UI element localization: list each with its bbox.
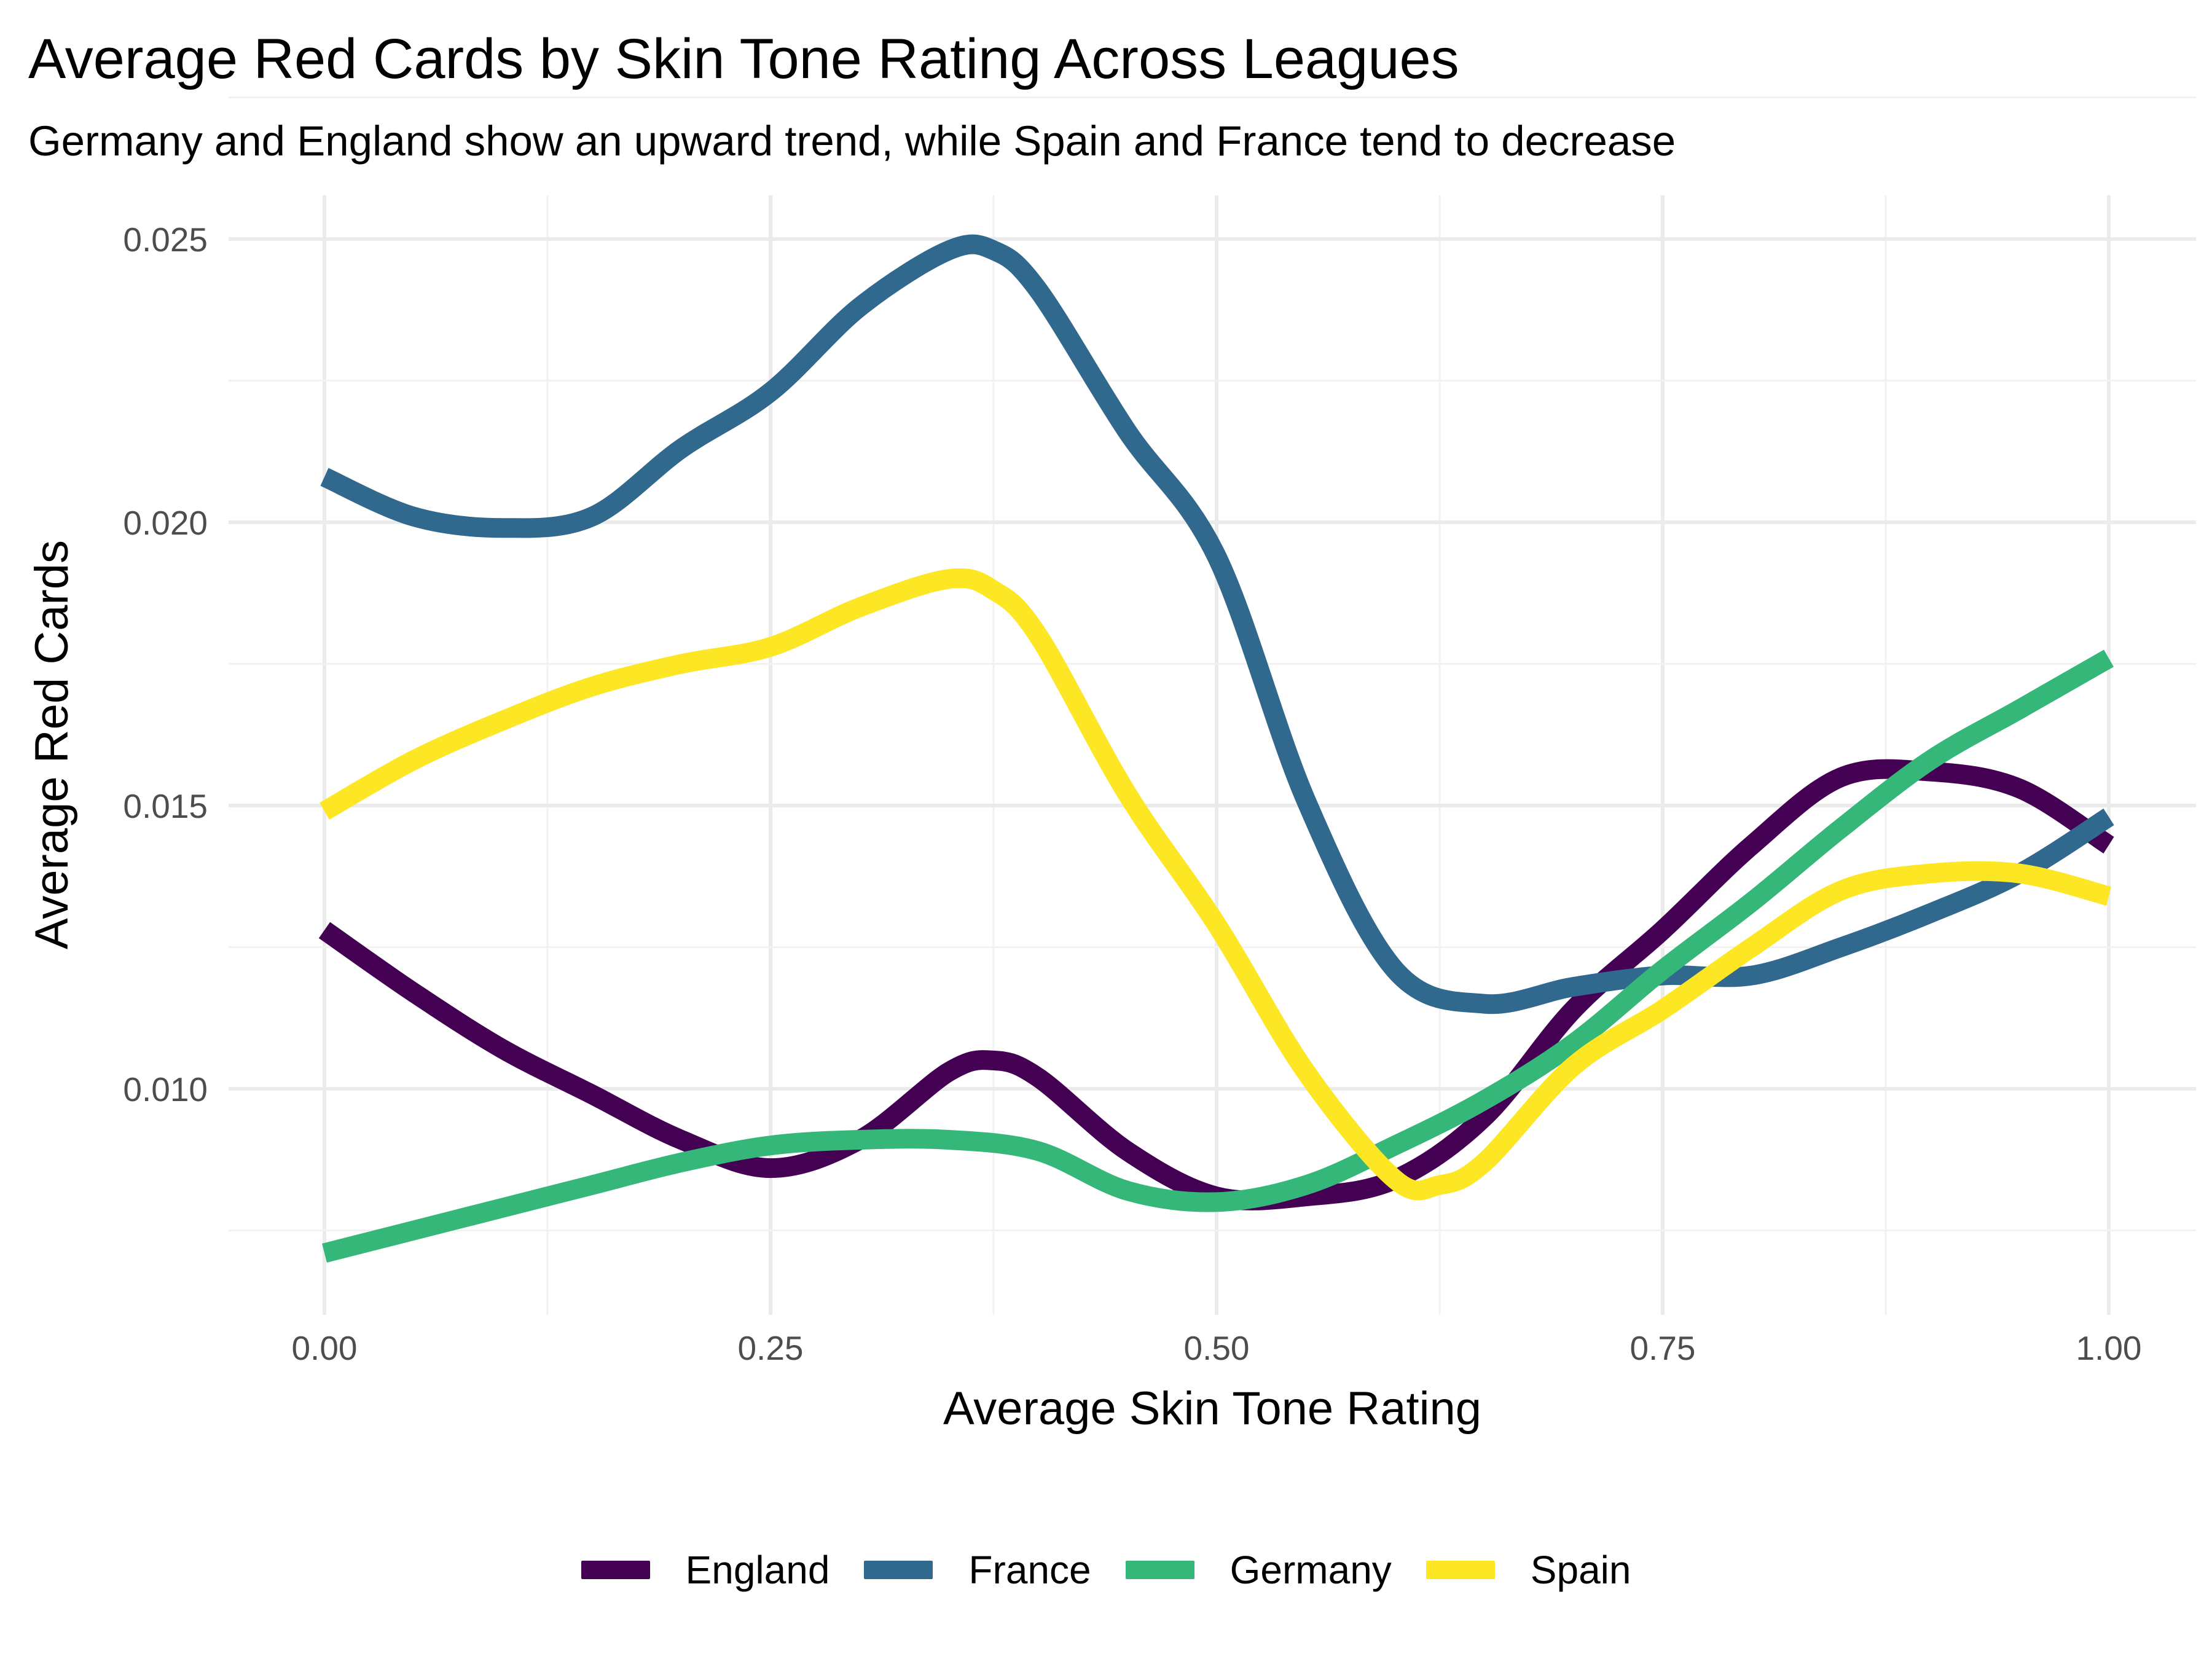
legend-key [1426,1561,1495,1579]
series-line-germany [322,649,2114,1263]
grid-lines [229,96,2196,1315]
series-lines [318,234,2114,1263]
y-tick-label: 0.025 [123,221,208,259]
legend-item-france: France [864,1547,1091,1593]
y-tick-label: 0.015 [123,787,208,825]
x-tick-label: 0.25 [737,1329,803,1367]
series-line-france [320,234,2114,1014]
legend-key [864,1561,933,1579]
legend-label: France [968,1548,1091,1592]
y-tick-label: 0.020 [123,504,208,542]
legend-label: England [685,1548,830,1592]
x-axis-title: Average Skin Tone Rating [943,1382,1481,1435]
chart-subtitle: Germany and England show an upward trend… [28,117,1676,165]
legend-key [1125,1561,1194,1579]
chart-title: Average Red Cards by Skin Tone Rating Ac… [28,28,1459,90]
tick-labels: 0.00 0.25 0.50 0.75 1.00 0.010 0.015 0.020 0.025 [123,221,2141,1367]
series-line-spain [320,568,2112,1201]
legend-label: Germany [1230,1548,1392,1592]
legend-item-england: England [581,1547,830,1593]
legend-item-spain: Spain [1426,1547,1631,1593]
legend-key [581,1561,650,1579]
x-tick-label: 0.00 [291,1329,357,1367]
legend-item-germany: Germany [1125,1547,1392,1593]
y-tick-label: 0.010 [123,1070,208,1108]
x-tick-label: 0.50 [1183,1329,1249,1367]
legend-label: Spain [1530,1548,1631,1592]
x-tick-label: 0.75 [1630,1329,1695,1367]
legend: England France Germany Spain [0,1536,2212,1604]
y-axis-title: Average Red Cards [26,540,78,949]
x-tick-label: 1.00 [2076,1329,2141,1367]
